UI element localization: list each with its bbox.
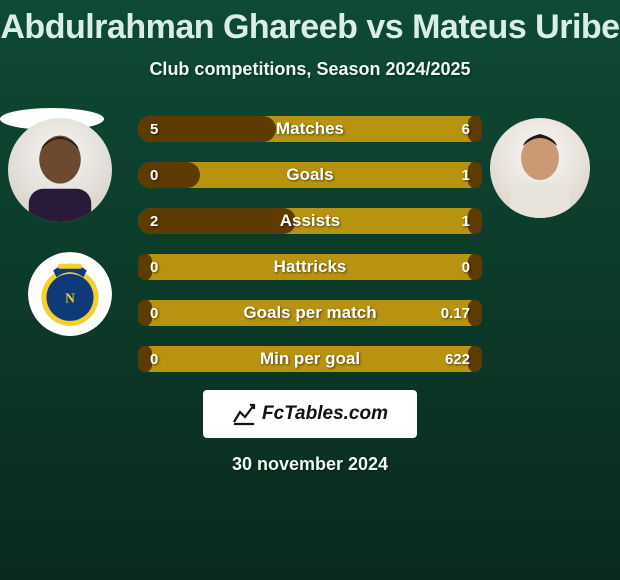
stat-fill-left	[138, 116, 276, 142]
stat-row: 01Goals	[138, 162, 482, 188]
subtitle: Club competitions, Season 2024/2025	[0, 59, 620, 80]
stat-row: 56Matches	[138, 116, 482, 142]
stat-bars: 56Matches 01Goals 21Assists 00Hattricks 00.1…	[138, 116, 482, 392]
brand-box: FcTables.com	[203, 390, 417, 438]
comparison-card: Abdulrahman Ghareeb vs Mateus Uribe Club…	[0, 0, 620, 580]
stat-row: 00.17Goals per match	[138, 300, 482, 326]
player-right-avatar	[490, 118, 590, 218]
page-title: Abdulrahman Ghareeb vs Mateus Uribe	[0, 0, 620, 47]
stat-fill-left	[138, 300, 152, 326]
avatar-placeholder-icon	[8, 118, 112, 222]
stat-fill-left	[138, 208, 296, 234]
brand-text: FcTables.com	[262, 403, 388, 425]
avatar-placeholder-icon	[490, 118, 590, 218]
stat-fill-right	[468, 162, 482, 188]
stat-row: 21Assists	[138, 208, 482, 234]
chart-icon	[232, 402, 256, 426]
stat-fill-right	[468, 208, 482, 234]
player-left-avatar	[8, 118, 112, 222]
stat-fill-right	[468, 254, 482, 280]
stat-row: 00Hattricks	[138, 254, 482, 280]
stat-row: 0622Min per goal	[138, 346, 482, 372]
stat-track	[138, 300, 482, 326]
stat-fill-right	[468, 116, 482, 142]
stat-track	[138, 254, 482, 280]
club-left-badge: N	[28, 252, 112, 336]
stat-fill-left	[138, 346, 152, 372]
club-badge-icon: N	[28, 252, 112, 336]
stat-fill-left	[138, 254, 152, 280]
content-area: N 56Matches 01Goals 21Assists 00Hattricks 00…	[0, 108, 620, 378]
stat-fill-right	[468, 300, 482, 326]
svg-text:N: N	[65, 290, 75, 305]
stat-fill-right	[468, 346, 482, 372]
stat-fill-left	[138, 162, 200, 188]
stat-track	[138, 346, 482, 372]
date-text: 30 november 2024	[0, 454, 620, 475]
